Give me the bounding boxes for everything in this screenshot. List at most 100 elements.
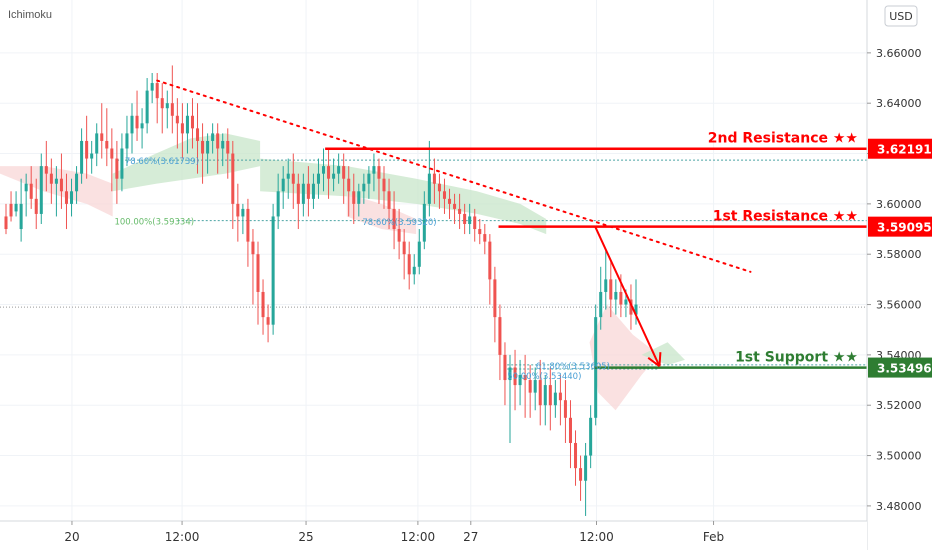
candle-body xyxy=(251,241,255,255)
candle-body xyxy=(95,133,99,154)
candle-body xyxy=(533,380,537,393)
candle-body xyxy=(296,183,300,204)
candle-body xyxy=(115,158,119,179)
candle-body xyxy=(629,299,633,315)
candle-body xyxy=(473,216,477,230)
candle-body xyxy=(226,140,230,154)
y-tick-label: 3.48000 xyxy=(876,500,922,513)
price-marker xyxy=(868,357,932,378)
candle-body xyxy=(246,208,250,242)
fib-label: 50.00%(3.53440) xyxy=(507,372,581,382)
fib-label: 61.80%(3.53605) xyxy=(536,362,610,372)
fib-label: 78.60%(3.59320) xyxy=(362,218,436,228)
candle-body xyxy=(266,317,270,325)
candle-body xyxy=(281,178,285,192)
candle-body xyxy=(80,140,84,174)
support-label: 1st Support ★★ xyxy=(735,350,858,366)
fib-label: 100.00%(3.59334) xyxy=(114,218,194,228)
candle-body xyxy=(599,291,603,318)
candle-body xyxy=(437,183,441,192)
y-tick-label: 3.66000 xyxy=(876,47,922,60)
candle-body xyxy=(301,183,305,204)
candle-body xyxy=(614,291,618,300)
candle-body xyxy=(14,203,18,212)
trendline xyxy=(156,79,752,273)
price-marker xyxy=(868,138,932,159)
ichimoku-cloud xyxy=(641,342,685,365)
candle-body xyxy=(120,148,124,179)
candle-body xyxy=(548,385,552,406)
candle-body xyxy=(135,115,139,129)
candle-body xyxy=(543,385,547,406)
candle-body xyxy=(342,166,346,179)
candle-body xyxy=(190,115,194,129)
candle-body xyxy=(619,291,623,305)
x-tick-label: 27 xyxy=(463,530,478,544)
candle-body xyxy=(589,417,593,456)
candle-body xyxy=(392,208,396,230)
candle-body xyxy=(412,266,416,275)
candle-body xyxy=(558,392,562,401)
price-marker-label: 3.53496 xyxy=(877,362,932,376)
price-axis-bg xyxy=(867,0,932,550)
candle-body xyxy=(39,166,43,214)
arrow-head xyxy=(658,352,662,367)
candle-body xyxy=(276,191,280,217)
candle-body xyxy=(442,191,446,199)
candle-body xyxy=(553,392,557,406)
projection-arrow xyxy=(594,226,661,367)
candle-body xyxy=(322,166,326,174)
candle-body xyxy=(538,380,542,406)
candle-body xyxy=(261,291,265,318)
candle-body xyxy=(196,128,200,141)
x-tick-label: 12:00 xyxy=(165,530,200,544)
candle-body xyxy=(150,83,154,91)
price-marker-label: 3.62191 xyxy=(877,143,932,157)
x-tick-label: 20 xyxy=(64,530,79,544)
ichimoku-cloud xyxy=(589,304,659,411)
candle-body xyxy=(34,198,38,214)
candle-body xyxy=(634,304,638,315)
candle-body xyxy=(609,279,613,300)
candle-body xyxy=(372,166,376,174)
candle-body xyxy=(140,123,144,129)
candle-body xyxy=(478,229,482,235)
candle-body xyxy=(64,191,68,204)
candle-body xyxy=(49,173,53,184)
candle-body xyxy=(75,173,79,192)
candle-body xyxy=(483,234,487,242)
candle-body xyxy=(397,229,401,242)
candle-body xyxy=(145,90,149,124)
candle-body xyxy=(54,178,58,184)
candle-body xyxy=(29,183,33,199)
candle-body xyxy=(503,354,507,381)
currency-label: USD xyxy=(889,10,913,23)
candle-body xyxy=(448,198,452,204)
price-marker xyxy=(868,216,932,237)
y-tick-label: 3.52000 xyxy=(876,399,922,412)
indicator-label: Ichimoku xyxy=(8,9,53,21)
x-tick-label: 25 xyxy=(298,530,313,544)
candle-body xyxy=(407,254,411,275)
candle-body xyxy=(347,178,351,192)
candle-body xyxy=(170,103,174,116)
candle-body xyxy=(44,166,48,174)
candle-body xyxy=(165,103,169,109)
candle-body xyxy=(110,148,114,159)
candle-body xyxy=(498,317,502,355)
candle-body xyxy=(155,83,159,99)
candle-body xyxy=(402,241,406,255)
candle-body xyxy=(9,203,13,217)
ichimoku-cloud xyxy=(260,158,547,235)
candle-body xyxy=(231,153,235,204)
candle-body xyxy=(130,115,134,134)
candle-body xyxy=(458,208,462,214)
candle-body xyxy=(271,216,275,325)
candle-body xyxy=(316,173,320,184)
candle-body xyxy=(291,173,295,184)
candle-body xyxy=(90,153,94,159)
candle-body xyxy=(175,115,179,124)
candle-body xyxy=(85,140,89,159)
